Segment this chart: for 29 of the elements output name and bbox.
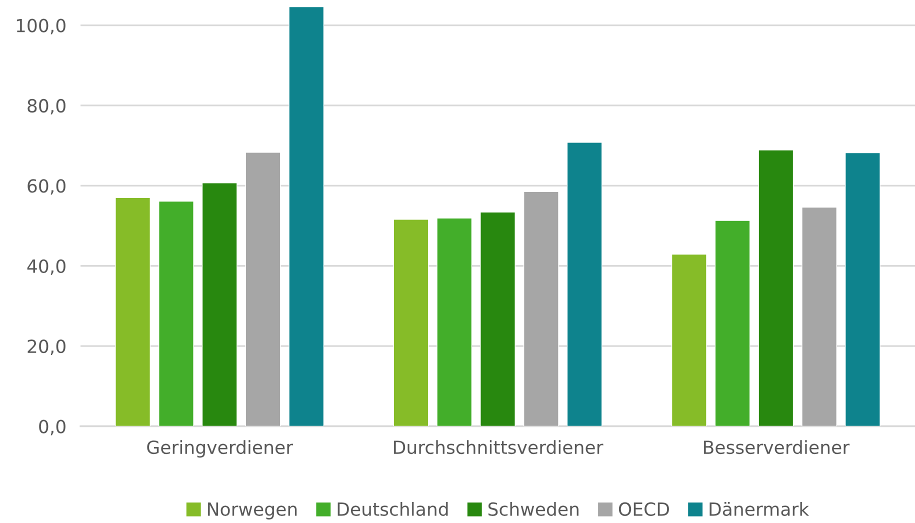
bar — [158, 200, 194, 426]
y-tick-label: 20,0 — [28, 340, 66, 356]
legend-label: Norwegen — [208, 502, 297, 520]
bar — [393, 218, 429, 426]
x-tick-label: Besserverdiener — [704, 440, 850, 454]
bar — [758, 150, 794, 426]
y-tick-label: 0,0 — [39, 420, 66, 436]
bar — [802, 206, 838, 426]
x-tick-label: Geringverdiener — [147, 440, 294, 458]
bar — [288, 6, 324, 426]
bar — [245, 152, 281, 426]
y-tick-label: 80,0 — [28, 98, 66, 114]
bar — [436, 218, 472, 426]
bar — [671, 254, 707, 426]
bar — [480, 212, 516, 426]
y-tick-label: 60,0 — [28, 179, 66, 195]
bar — [202, 182, 238, 426]
y-tick-label: 40,0 — [27, 259, 66, 275]
bar — [115, 197, 151, 426]
x-tick-label: Durchschnittsverdiener — [394, 440, 604, 454]
bar — [845, 152, 880, 426]
bar — [523, 191, 559, 426]
legend-label: OECD — [618, 502, 669, 516]
legend-label: Deutschland — [338, 502, 448, 516]
bar — [566, 142, 602, 426]
legend-label: Schweden — [488, 502, 578, 516]
bar — [714, 220, 750, 426]
legend-label: Dänermark — [710, 502, 810, 516]
y-tick-label: 100,0 — [16, 18, 66, 34]
